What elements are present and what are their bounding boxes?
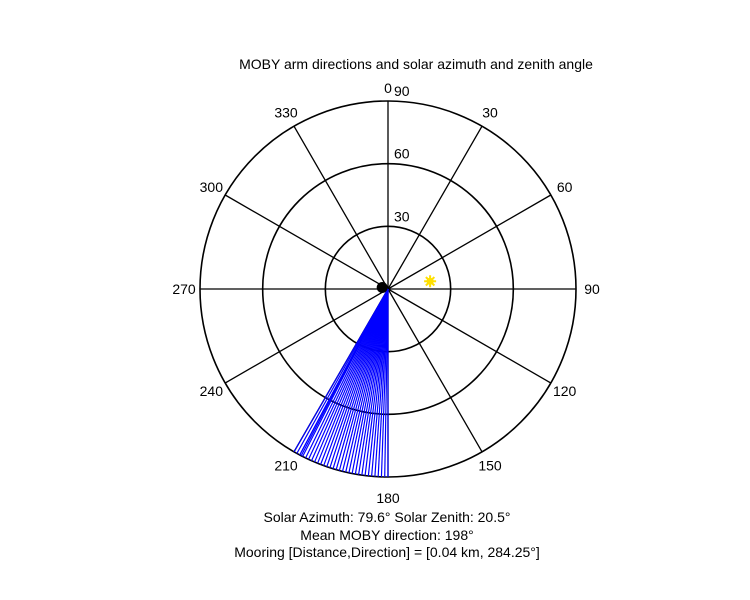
spoke-300 xyxy=(224,194,389,290)
arm-line-outlier xyxy=(299,288,389,456)
tick-labels: 0 30 60 90 120 150 180 210 240 270 300 330 30 60 90 xyxy=(172,80,600,506)
spoke-330 xyxy=(293,125,389,290)
angle-tick-label: 210 xyxy=(274,458,298,474)
angle-tick-label: 330 xyxy=(274,104,298,120)
spoke-30 xyxy=(387,125,483,290)
radial-tick-label: 30 xyxy=(394,208,410,224)
angle-tick-label: 180 xyxy=(376,490,400,506)
angle-tick-label: 120 xyxy=(553,383,577,399)
angle-tick-label: 240 xyxy=(200,383,224,399)
caption-mean-moby-direction: Mean MOBY direction: 198° xyxy=(300,527,473,543)
chart-title: MOBY arm directions and solar azimuth an… xyxy=(239,56,593,72)
angle-tick-label: 270 xyxy=(172,281,196,297)
spoke-240 xyxy=(224,288,389,384)
markers xyxy=(376,275,437,294)
angle-tick-label: 30 xyxy=(482,104,498,120)
angle-tick-label: 60 xyxy=(557,179,573,195)
arm-line xyxy=(293,288,389,453)
radial-tick-label: 60 xyxy=(394,146,410,162)
spoke-150 xyxy=(387,288,483,453)
radial-tick-label: 90 xyxy=(394,83,410,99)
spoke-120 xyxy=(387,288,552,384)
angle-tick-label: 90 xyxy=(584,281,600,297)
caption-solar-angles: Solar Azimuth: 79.6° Solar Zenith: 20.5° xyxy=(264,509,511,525)
mooring-marker xyxy=(376,282,388,294)
spoke-60 xyxy=(387,194,552,290)
angle-tick-label: 0 xyxy=(384,80,392,96)
angle-tick-label: 300 xyxy=(200,179,224,195)
moby-arm-lines xyxy=(293,288,389,477)
caption-mooring: Mooring [Distance,Direction] = [0.04 km,… xyxy=(234,544,540,560)
sun-marker xyxy=(424,275,437,288)
sun-ray xyxy=(429,276,436,282)
angle-tick-label: 150 xyxy=(478,458,502,474)
